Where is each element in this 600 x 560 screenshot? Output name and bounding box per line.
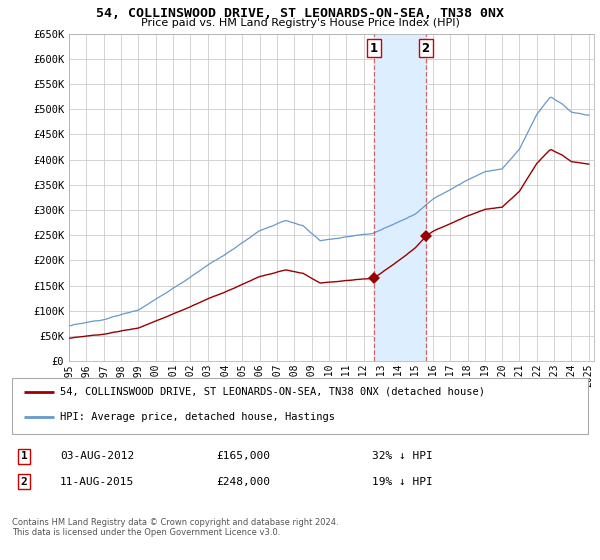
Text: 1: 1: [20, 451, 28, 461]
Text: 54, COLLINSWOOD DRIVE, ST LEONARDS-ON-SEA, TN38 0NX (detached house): 54, COLLINSWOOD DRIVE, ST LEONARDS-ON-SE…: [60, 387, 485, 397]
Text: 1: 1: [370, 41, 378, 54]
Text: 11-AUG-2015: 11-AUG-2015: [60, 477, 134, 487]
Text: £248,000: £248,000: [216, 477, 270, 487]
Text: 2: 2: [422, 41, 430, 54]
Text: 32% ↓ HPI: 32% ↓ HPI: [372, 451, 433, 461]
Bar: [374, 34, 425, 361]
Text: £165,000: £165,000: [216, 451, 270, 461]
Text: Contains HM Land Registry data © Crown copyright and database right 2024.
This d: Contains HM Land Registry data © Crown c…: [12, 518, 338, 538]
Text: HPI: Average price, detached house, Hastings: HPI: Average price, detached house, Hast…: [60, 412, 335, 422]
Text: 2: 2: [20, 477, 28, 487]
Text: Price paid vs. HM Land Registry's House Price Index (HPI): Price paid vs. HM Land Registry's House …: [140, 18, 460, 28]
Text: 54, COLLINSWOOD DRIVE, ST LEONARDS-ON-SEA, TN38 0NX: 54, COLLINSWOOD DRIVE, ST LEONARDS-ON-SE…: [96, 7, 504, 20]
Text: 03-AUG-2012: 03-AUG-2012: [60, 451, 134, 461]
Text: 19% ↓ HPI: 19% ↓ HPI: [372, 477, 433, 487]
